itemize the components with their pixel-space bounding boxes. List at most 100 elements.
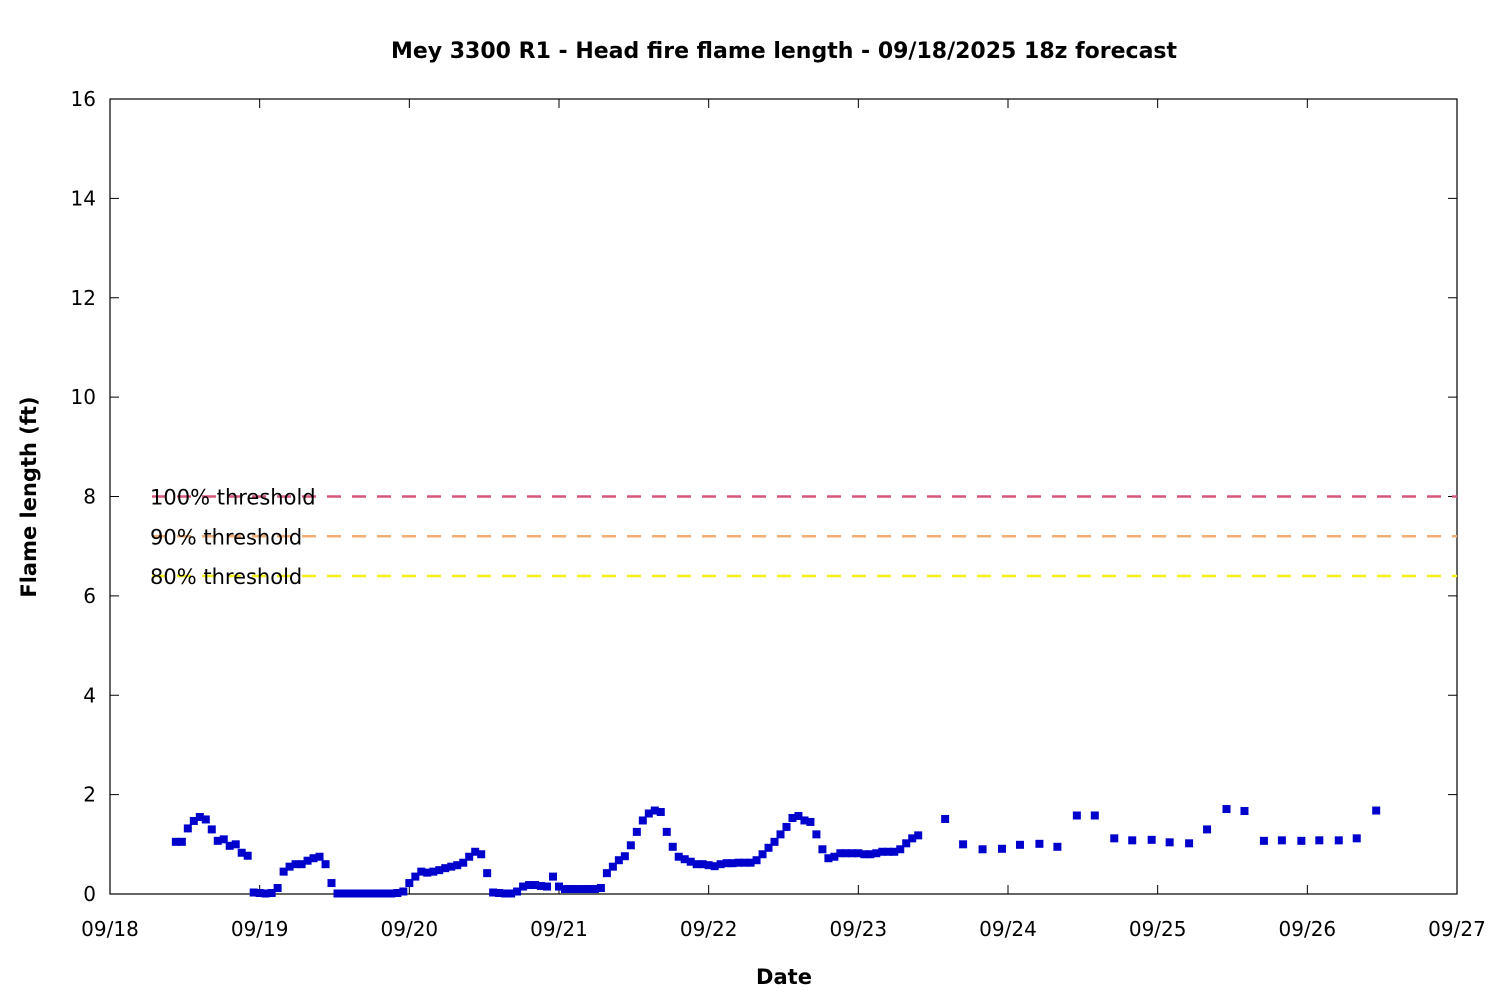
data-point bbox=[249, 888, 258, 897]
data-point bbox=[860, 850, 869, 859]
y-tick-label: 2 bbox=[83, 783, 96, 807]
y-tick-label: 14 bbox=[71, 186, 96, 210]
data-point bbox=[998, 844, 1007, 853]
data-point bbox=[638, 816, 647, 825]
data-point bbox=[309, 854, 318, 863]
data-point bbox=[549, 872, 558, 881]
data-point bbox=[959, 840, 968, 849]
data-point bbox=[1035, 839, 1044, 848]
data-point bbox=[1277, 836, 1286, 845]
y-tick-label: 6 bbox=[83, 584, 96, 608]
data-point bbox=[626, 841, 635, 850]
data-point bbox=[219, 835, 228, 844]
data-point bbox=[848, 849, 857, 858]
data-point bbox=[782, 822, 791, 831]
x-tick-label: 09/23 bbox=[830, 917, 888, 941]
data-point bbox=[776, 830, 785, 839]
data-point bbox=[279, 867, 288, 876]
data-point bbox=[327, 879, 336, 888]
data-point bbox=[501, 889, 510, 898]
data-point bbox=[1147, 835, 1156, 844]
data-point bbox=[758, 850, 767, 859]
data-point bbox=[405, 879, 414, 888]
x-tick-label: 09/21 bbox=[530, 917, 588, 941]
data-point bbox=[537, 882, 546, 891]
data-point bbox=[584, 885, 593, 894]
y-tick-label: 0 bbox=[83, 882, 96, 906]
y-tick-label: 16 bbox=[71, 87, 96, 111]
data-point bbox=[1015, 840, 1024, 849]
data-point bbox=[231, 840, 240, 849]
data-point bbox=[620, 852, 629, 861]
data-point bbox=[255, 889, 264, 898]
data-point bbox=[1090, 811, 1099, 820]
x-tick-label: 09/19 bbox=[231, 917, 289, 941]
data-point bbox=[866, 850, 875, 859]
data-point bbox=[668, 842, 677, 851]
data-point bbox=[417, 867, 426, 876]
data-point bbox=[189, 816, 198, 825]
data-point bbox=[824, 854, 833, 863]
data-point bbox=[692, 860, 701, 869]
data-point bbox=[632, 827, 641, 836]
data-point bbox=[435, 866, 444, 875]
data-point bbox=[590, 885, 599, 894]
data-point bbox=[333, 889, 342, 898]
data-point bbox=[237, 848, 246, 857]
data-point bbox=[411, 872, 420, 881]
data-point bbox=[525, 881, 534, 890]
data-point bbox=[746, 858, 755, 867]
data-point bbox=[345, 889, 354, 898]
data-point bbox=[806, 817, 815, 826]
data-point bbox=[710, 862, 719, 871]
data-point bbox=[363, 889, 372, 898]
data-point bbox=[902, 839, 911, 848]
data-point bbox=[602, 869, 611, 878]
data-point bbox=[171, 837, 180, 846]
data-point bbox=[800, 816, 809, 825]
data-point bbox=[531, 881, 540, 890]
data-point bbox=[273, 884, 282, 893]
flame-length-series bbox=[171, 805, 1381, 898]
data-point bbox=[483, 869, 492, 878]
data-point bbox=[243, 851, 252, 860]
data-point bbox=[375, 889, 384, 898]
data-point bbox=[423, 868, 432, 877]
chart-title: Mey 3300 R1 - Head fire flame length - 0… bbox=[391, 39, 1178, 64]
data-point bbox=[1334, 836, 1343, 845]
data-point bbox=[842, 849, 851, 858]
y-tick-label: 10 bbox=[71, 385, 96, 409]
x-tick-label: 09/24 bbox=[979, 917, 1037, 941]
data-point bbox=[566, 885, 575, 894]
y-axis-label: Flame length (ft) bbox=[17, 396, 41, 597]
data-point bbox=[267, 889, 276, 898]
data-point bbox=[507, 889, 516, 898]
x-tick-label: 09/25 bbox=[1129, 917, 1187, 941]
y-tick-label: 12 bbox=[71, 286, 96, 310]
y-tick-label: 4 bbox=[83, 683, 96, 707]
data-point bbox=[896, 845, 905, 854]
data-point bbox=[1352, 834, 1361, 843]
data-point bbox=[225, 841, 234, 850]
data-point bbox=[201, 815, 210, 824]
data-point bbox=[978, 845, 987, 854]
data-point bbox=[644, 809, 653, 818]
data-point bbox=[1315, 836, 1324, 845]
data-point bbox=[387, 889, 396, 898]
x-axis-ticks: 09/18 09/19 09/20 09/21 09/22 09/23 09/24 09/25… bbox=[81, 99, 1486, 941]
x-tick-label: 09/27 bbox=[1428, 917, 1486, 941]
data-point bbox=[734, 858, 743, 867]
data-point bbox=[770, 837, 779, 846]
data-point bbox=[794, 811, 803, 820]
data-point bbox=[716, 860, 725, 869]
data-point bbox=[854, 849, 863, 858]
data-point bbox=[764, 843, 773, 852]
data-point bbox=[1203, 825, 1212, 834]
data-point bbox=[680, 855, 689, 864]
data-point bbox=[1259, 836, 1268, 845]
data-point bbox=[698, 860, 707, 869]
data-point bbox=[662, 827, 671, 836]
data-point bbox=[297, 860, 306, 869]
data-point bbox=[429, 867, 438, 876]
data-point bbox=[447, 862, 456, 871]
